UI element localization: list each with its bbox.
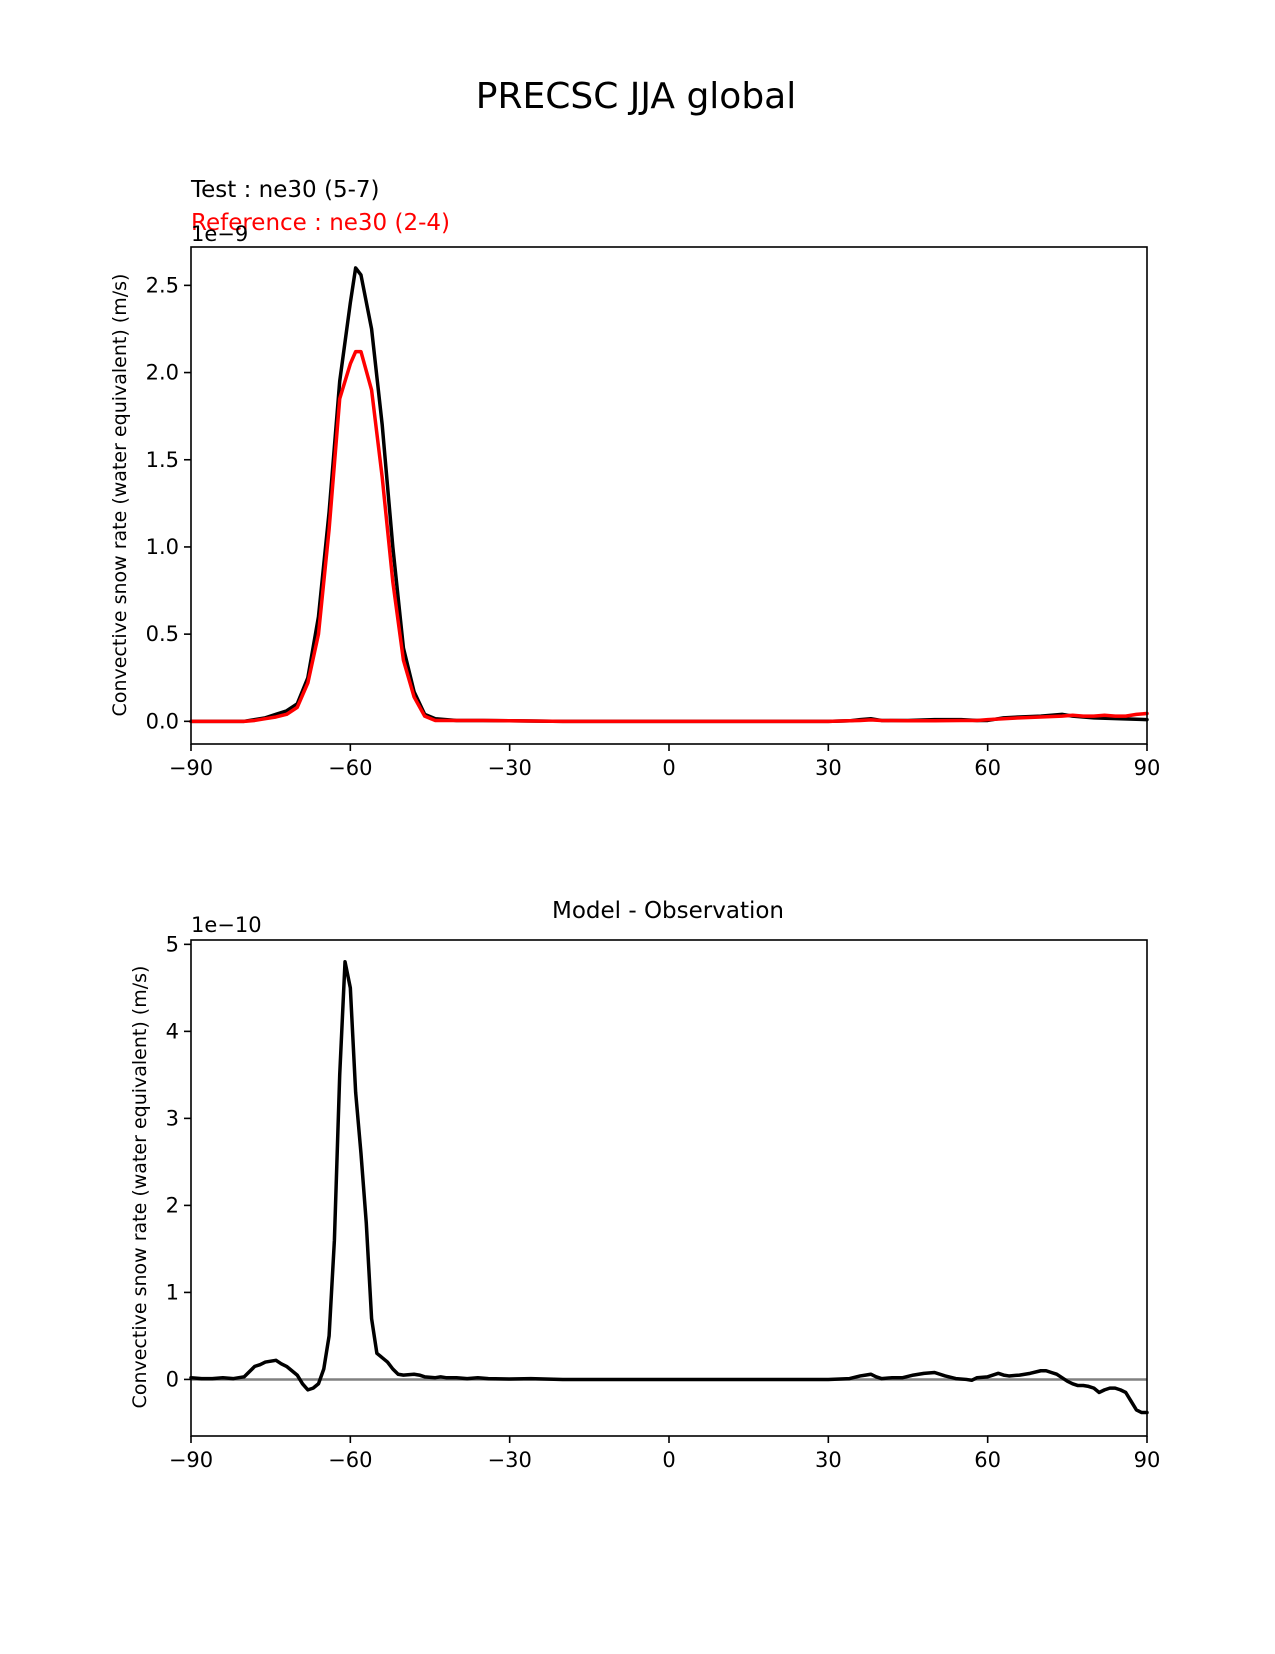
x-tick-label: −90 (169, 756, 213, 780)
y-tick-label: 4 (166, 1019, 179, 1043)
series-line-0 (189, 960, 1149, 1415)
y-tick-label: 1.5 (146, 448, 179, 472)
y-axis-label: Convective snow rate (water equivalent) … (129, 966, 151, 1409)
x-tick-label: −60 (328, 756, 372, 780)
y-tick-label: 2.0 (146, 361, 179, 385)
y-tick-label: 5 (166, 932, 179, 956)
x-tick-label: 60 (974, 756, 1001, 780)
y-tick-label: 2 (166, 1193, 179, 1217)
x-tick-label: 90 (1134, 1448, 1161, 1472)
bottom-chart: Model - Observation 1e−10 Convective sno… (129, 898, 1160, 1472)
offset-text: 1e−10 (191, 913, 262, 937)
x-tick-label: 0 (662, 756, 675, 780)
y-tick-label: 3 (166, 1106, 179, 1130)
y-tick-label: 1.0 (146, 535, 179, 559)
x-tick-label: 30 (815, 756, 842, 780)
x-tick-label: −30 (488, 756, 532, 780)
series-line-0 (189, 266, 1149, 724)
y-tick-label: 0.5 (146, 622, 179, 646)
x-tick-label: 90 (1134, 756, 1161, 780)
chart-title: Model - Observation (552, 898, 784, 924)
x-tick-label: −60 (328, 1448, 372, 1472)
figure-title: PRECSC JJA global (476, 76, 797, 117)
top-chart: Test : ne30 (5-7) Reference : ne30 (2-4)… (109, 177, 1160, 780)
x-tick-label: −30 (488, 1448, 532, 1472)
y-tick-label: 2.5 (146, 273, 179, 297)
x-tick-label: 30 (815, 1448, 842, 1472)
y-tick-label: 0.0 (146, 709, 179, 733)
y-tick-label: 0 (166, 1367, 179, 1391)
y-axis-label: Convective snow rate (water equivalent) … (109, 274, 131, 717)
series-line-1 (189, 349, 1149, 724)
plot-frame (190, 246, 1148, 745)
legend-entry-test: Test : ne30 (5-7) (190, 177, 379, 203)
x-tick-label: 60 (974, 1448, 1001, 1472)
y-tick-label: 1 (166, 1280, 179, 1304)
x-tick-label: 0 (662, 1448, 675, 1472)
legend-entry-reference: Reference : ne30 (2-4) (191, 210, 450, 236)
x-tick-label: −90 (169, 1448, 213, 1472)
offset-text: 1e−9 (191, 222, 248, 246)
